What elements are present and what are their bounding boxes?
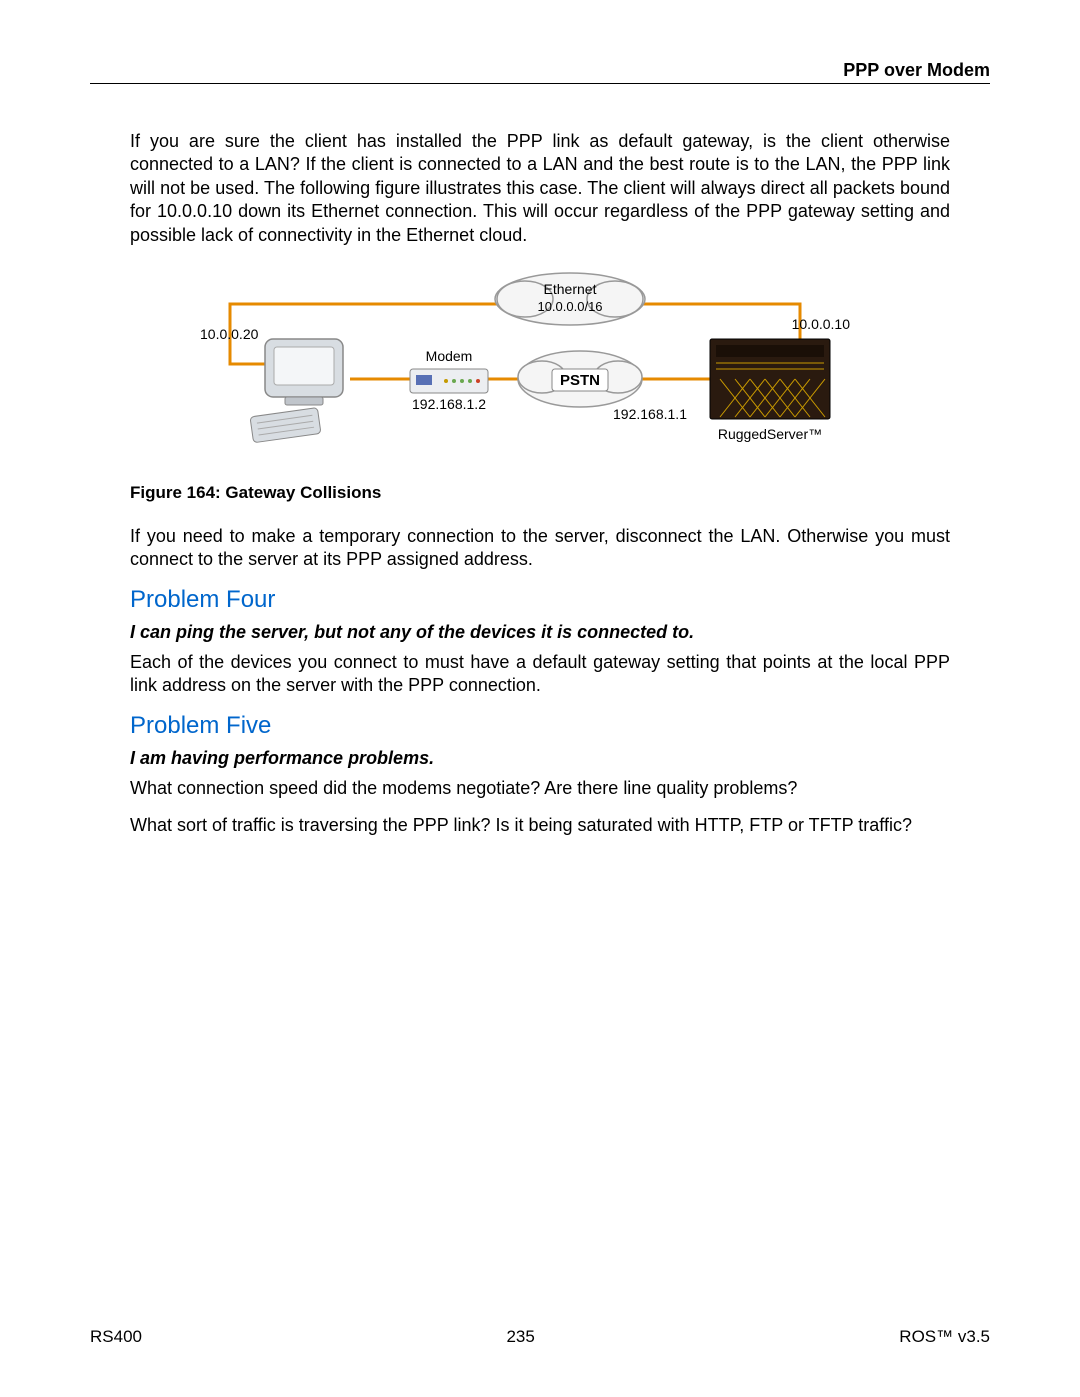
problem-five-heading: Problem Five: [130, 712, 950, 740]
modem-label: Modem: [426, 348, 473, 364]
ethernet-label: Ethernet: [544, 281, 597, 297]
footer-left: RS400: [90, 1327, 142, 1347]
ip-left-label: 10.0.0.20: [200, 326, 259, 342]
header-rule: PPP over Modem: [90, 60, 990, 84]
server-ip-label: 192.168.1.1: [613, 406, 687, 422]
problem-four-body: Each of the devices you connect to must …: [130, 651, 950, 698]
ethernet-cloud: Ethernet 10.0.0.0/16: [495, 273, 645, 325]
pstn-label: PSTN: [560, 372, 600, 389]
problem-four-statement: I can ping the server, but not any of th…: [130, 622, 950, 643]
page-footer: RS400 235 ROS™ v3.5: [90, 1327, 990, 1347]
content: If you are sure the client has installed…: [90, 90, 990, 837]
ethernet-net-label: 10.0.0.0/16: [537, 299, 602, 314]
server-name-label: RuggedServer™: [718, 426, 822, 442]
network-diagram: Ethernet 10.0.0.0/16 PSTN: [130, 269, 950, 469]
keyboard-icon: [250, 407, 321, 442]
problem-five-body-1: What connection speed did the modems neg…: [130, 777, 950, 800]
ip-right-label: 10.0.0.10: [792, 316, 851, 332]
ruggedserver-icon: RuggedServer™: [710, 339, 830, 442]
header-title: PPP over Modem: [90, 60, 990, 83]
modem-icon: Modem 192.168.1.2: [410, 348, 488, 412]
figure-caption: Figure 164: Gateway Collisions: [130, 483, 950, 503]
problem-four-heading: Problem Four: [130, 586, 950, 614]
figure-gateway-collisions: Ethernet 10.0.0.0/16 PSTN: [130, 269, 950, 469]
modem-ip-label: 192.168.1.2: [412, 396, 486, 412]
intro-paragraph: If you are sure the client has installed…: [130, 130, 950, 247]
footer-right: ROS™ v3.5: [899, 1327, 990, 1347]
post-figure-paragraph: If you need to make a temporary connecti…: [130, 525, 950, 572]
client-computer-icon: [265, 339, 343, 405]
footer-page-number: 235: [506, 1327, 534, 1347]
page: PPP over Modem If you are sure the clien…: [0, 0, 1080, 1397]
problem-five-statement: I am having performance problems.: [130, 748, 950, 769]
pstn-cloud: PSTN: [518, 351, 642, 407]
problem-five-body-2: What sort of traffic is traversing the P…: [130, 814, 950, 837]
